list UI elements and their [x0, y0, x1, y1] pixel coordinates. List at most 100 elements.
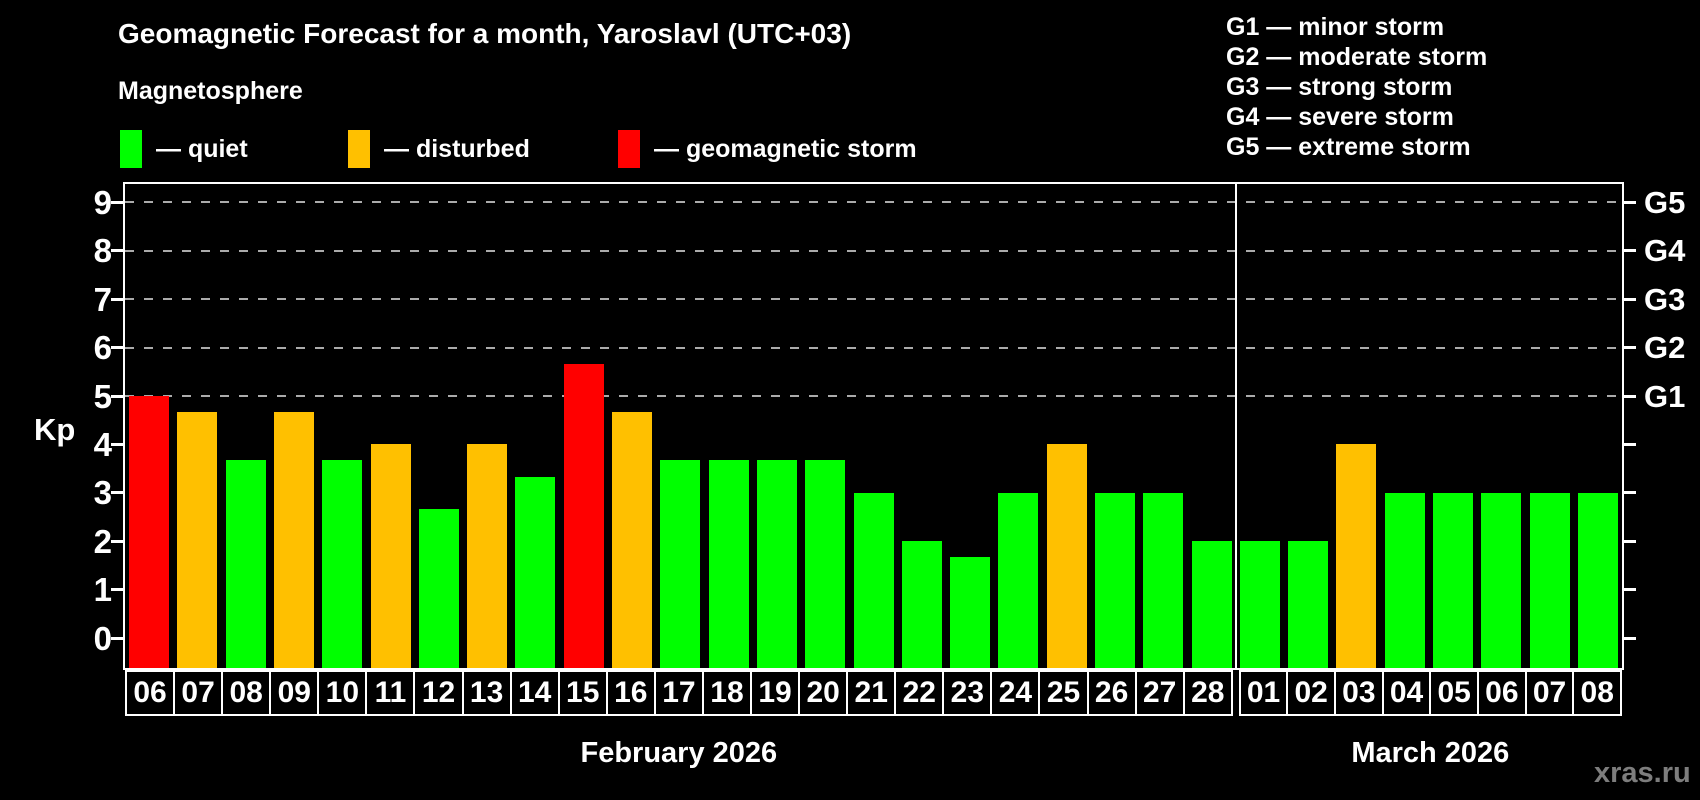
date-cell-05: 05: [1429, 670, 1480, 716]
y-tick-right-2: [1622, 539, 1636, 543]
date-cell-26: 26: [1086, 670, 1137, 716]
kp-bar-27: [1143, 492, 1184, 668]
date-cell-17: 17: [653, 670, 704, 716]
date-cell-16: 16: [605, 670, 656, 716]
y-tick-left-5: [111, 394, 125, 398]
storm-swatch-icon: [618, 130, 640, 168]
date-cell-18: 18: [701, 670, 753, 716]
kp-bar-26: [1094, 492, 1135, 668]
y-tick-label-1: 1: [93, 571, 112, 609]
date-cell-13: 13: [461, 670, 512, 716]
y-tick-left-3: [111, 491, 125, 495]
y-tick-right-7: [1622, 297, 1636, 301]
gridline-kp9: [125, 201, 1622, 204]
kp-bar-01: [1239, 541, 1280, 668]
y-tick-left-8: [111, 249, 125, 253]
date-cell-03: 03: [1334, 670, 1384, 716]
g-scale-label-g3: G3: [1644, 281, 1686, 317]
kp-bar-22: [901, 541, 942, 668]
month-separator: [1234, 184, 1237, 668]
kp-bar-04: [1384, 492, 1425, 668]
watermark: xras.ru: [1594, 757, 1691, 789]
kp-bar-13: [467, 444, 508, 668]
legend-item-storm: — geomagnetic storm: [618, 130, 917, 168]
kp-bar-17: [660, 460, 701, 668]
date-row-month-0: 06 07 08 09 10 11 12 13 14 15 16 17 18 19 20 21 22 23 24 25…: [125, 670, 1233, 716]
storm-scale-item-g2: G2 — moderate storm: [1226, 43, 1488, 71]
kp-bar-03: [1336, 444, 1377, 668]
date-cell-04: 04: [1381, 670, 1432, 716]
date-cell-01: 01: [1238, 670, 1289, 716]
y-tick-right-6: [1622, 346, 1636, 350]
plot-area: [123, 182, 1624, 670]
kp-bar-24: [998, 492, 1039, 668]
date-cell-06: 06: [125, 670, 176, 716]
date-cell-25: 25: [1038, 670, 1089, 716]
date-cell-21: 21: [846, 670, 897, 716]
kp-bar-08: [225, 460, 266, 668]
storm-scale-item-g5: G5 — extreme storm: [1226, 133, 1471, 161]
y-axis-title: Kp: [34, 412, 76, 448]
gridline-kp8: [125, 249, 1622, 252]
kp-bar-15: [563, 363, 604, 668]
storm-scale-item-g4: G4 — severe storm: [1226, 103, 1454, 131]
date-cell-09: 09: [269, 670, 320, 716]
kp-bar-11: [370, 444, 411, 668]
y-tick-left-9: [111, 200, 125, 204]
kp-bar-16: [612, 411, 653, 668]
y-tick-label-8: 8: [93, 232, 112, 270]
y-tick-left-4: [111, 442, 125, 446]
gridline-kp6: [125, 346, 1622, 349]
gridline-kp5: [125, 395, 1622, 397]
legend-label-quiet: — quiet: [156, 134, 248, 163]
g-scale-label-g4: G4: [1644, 233, 1686, 269]
kp-bar-23: [950, 557, 991, 668]
date-cell-06: 06: [1477, 670, 1527, 716]
y-tick-label-6: 6: [93, 329, 112, 367]
y-tick-label-5: 5: [93, 377, 112, 415]
storm-scale-item-g1: G1 — minor storm: [1226, 13, 1445, 41]
kp-bar-25: [1046, 444, 1087, 668]
kp-bar-08: [1577, 492, 1618, 668]
date-cell-08: 08: [221, 670, 272, 716]
disturbed-swatch-icon: [348, 130, 370, 168]
date-cell-27: 27: [1134, 670, 1185, 716]
date-cell-15: 15: [557, 670, 608, 716]
y-tick-left-2: [111, 539, 125, 543]
y-tick-left-0: [111, 636, 125, 640]
legend-label-disturbed: — disturbed: [384, 134, 530, 163]
storm-scale-legend: G1 — minor storm G2 — moderate storm G3 …: [1226, 12, 1487, 162]
kp-bar-18: [708, 460, 749, 668]
y-tick-right-9: [1622, 200, 1636, 204]
y-tick-right-5: [1622, 394, 1636, 398]
kp-bar-20: [805, 460, 846, 668]
kp-bar-19: [756, 460, 797, 668]
y-tick-right-3: [1622, 491, 1636, 495]
series-legend: — quiet — disturbed — geomagnetic storm: [0, 130, 1700, 168]
legend-item-quiet: — quiet: [120, 130, 248, 168]
kp-bar-05: [1432, 492, 1473, 668]
kp-bar-12: [418, 508, 459, 668]
kp-bar-10: [322, 460, 363, 668]
date-cell-02: 02: [1286, 670, 1337, 716]
date-cell-22: 22: [894, 670, 945, 716]
month-label-0: February 2026: [580, 737, 778, 769]
date-cell-07: 07: [1524, 670, 1575, 716]
g-scale-label-g2: G2: [1644, 330, 1686, 366]
kp-bar-07: [177, 411, 218, 668]
kp-bar-02: [1288, 541, 1329, 668]
y-tick-label-9: 9: [93, 183, 112, 221]
quiet-swatch-icon: [120, 130, 142, 168]
chart-title: Geomagnetic Forecast for a month, Yarosl…: [118, 18, 852, 49]
y-tick-right-1: [1622, 588, 1636, 592]
date-row-month-1: 01 02 03 04 05 06 07 08: [1238, 670, 1623, 716]
legend-item-disturbed: — disturbed: [348, 130, 530, 168]
kp-bar-07: [1529, 492, 1570, 668]
y-tick-label-4: 4: [93, 425, 112, 463]
date-cell-14: 14: [509, 670, 560, 716]
kp-bar-21: [853, 492, 894, 668]
date-cell-20: 20: [798, 670, 849, 716]
kp-bar-09: [274, 411, 315, 668]
storm-scale-item-g3: G3 — strong storm: [1226, 73, 1453, 101]
y-tick-left-6: [111, 346, 125, 350]
